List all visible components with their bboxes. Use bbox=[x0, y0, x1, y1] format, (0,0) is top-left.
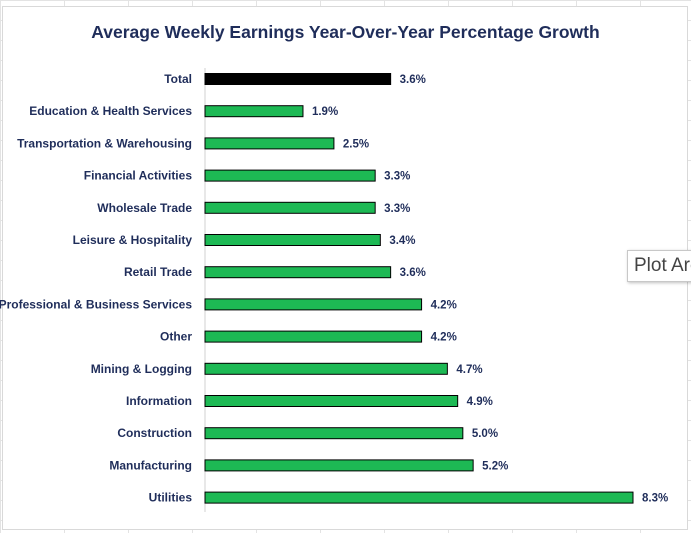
bar[interactable] bbox=[204, 491, 634, 504]
category-label: Construction bbox=[117, 426, 192, 440]
chart-title: Average Weekly Earnings Year-Over-Year P… bbox=[91, 22, 600, 42]
data-label: 3.3% bbox=[384, 203, 410, 215]
bar[interactable] bbox=[204, 459, 474, 472]
data-label: 4.2% bbox=[431, 332, 457, 344]
bar[interactable] bbox=[204, 105, 304, 118]
category-label: Transportation & Warehousing bbox=[17, 136, 192, 150]
data-label: 8.3% bbox=[642, 493, 668, 505]
value-labels: 3.6% 1.9% 2.5% 3.3% 3.3% 3.4% 3.6% 4.2% 4.2% 4.7%… bbox=[312, 74, 668, 505]
category-label: Total bbox=[164, 72, 192, 86]
bar[interactable] bbox=[204, 169, 376, 182]
category-label: Education & Health Services bbox=[29, 104, 192, 118]
category-label: Information bbox=[126, 394, 192, 408]
category-label: Retail Trade bbox=[124, 265, 192, 279]
bar[interactable] bbox=[204, 427, 464, 440]
data-label: 5.2% bbox=[482, 460, 508, 472]
bar[interactable] bbox=[204, 266, 392, 279]
plot-area-tooltip: Plot Area bbox=[627, 250, 691, 282]
bar[interactable] bbox=[204, 298, 423, 311]
data-label: 4.2% bbox=[431, 299, 457, 311]
category-label: Leisure & Hospitality bbox=[73, 233, 193, 247]
bar[interactable] bbox=[204, 234, 381, 246]
data-label: 4.7% bbox=[456, 364, 482, 376]
bar[interactable] bbox=[204, 137, 335, 150]
bar[interactable] bbox=[204, 73, 392, 85]
category-label: Professional & Business Services bbox=[0, 297, 192, 311]
data-label: 3.3% bbox=[384, 171, 410, 183]
category-label: Other bbox=[160, 330, 192, 344]
category-label: Wholesale Trade bbox=[97, 201, 192, 215]
data-label: 5.0% bbox=[472, 428, 498, 440]
category-label: Utilities bbox=[149, 491, 193, 505]
bars bbox=[204, 73, 634, 504]
category-label: Manufacturing bbox=[109, 458, 192, 472]
bar[interactable] bbox=[204, 201, 376, 214]
category-labels: Total Education & Health Services Transpor… bbox=[0, 72, 192, 505]
bar[interactable] bbox=[204, 395, 459, 407]
bar[interactable] bbox=[204, 330, 423, 343]
category-label: Mining & Logging bbox=[91, 362, 192, 376]
category-label: Financial Activities bbox=[84, 169, 193, 183]
data-label: 3.6% bbox=[400, 74, 426, 86]
data-label: 2.5% bbox=[343, 138, 369, 150]
bar[interactable] bbox=[204, 362, 448, 375]
data-label: 3.4% bbox=[389, 235, 415, 247]
data-label: 4.9% bbox=[467, 396, 493, 408]
data-label: 3.6% bbox=[400, 267, 426, 279]
data-label: 1.9% bbox=[312, 106, 338, 118]
